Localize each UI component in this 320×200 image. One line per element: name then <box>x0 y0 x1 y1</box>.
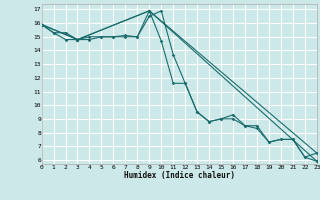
X-axis label: Humidex (Indice chaleur): Humidex (Indice chaleur) <box>124 171 235 180</box>
